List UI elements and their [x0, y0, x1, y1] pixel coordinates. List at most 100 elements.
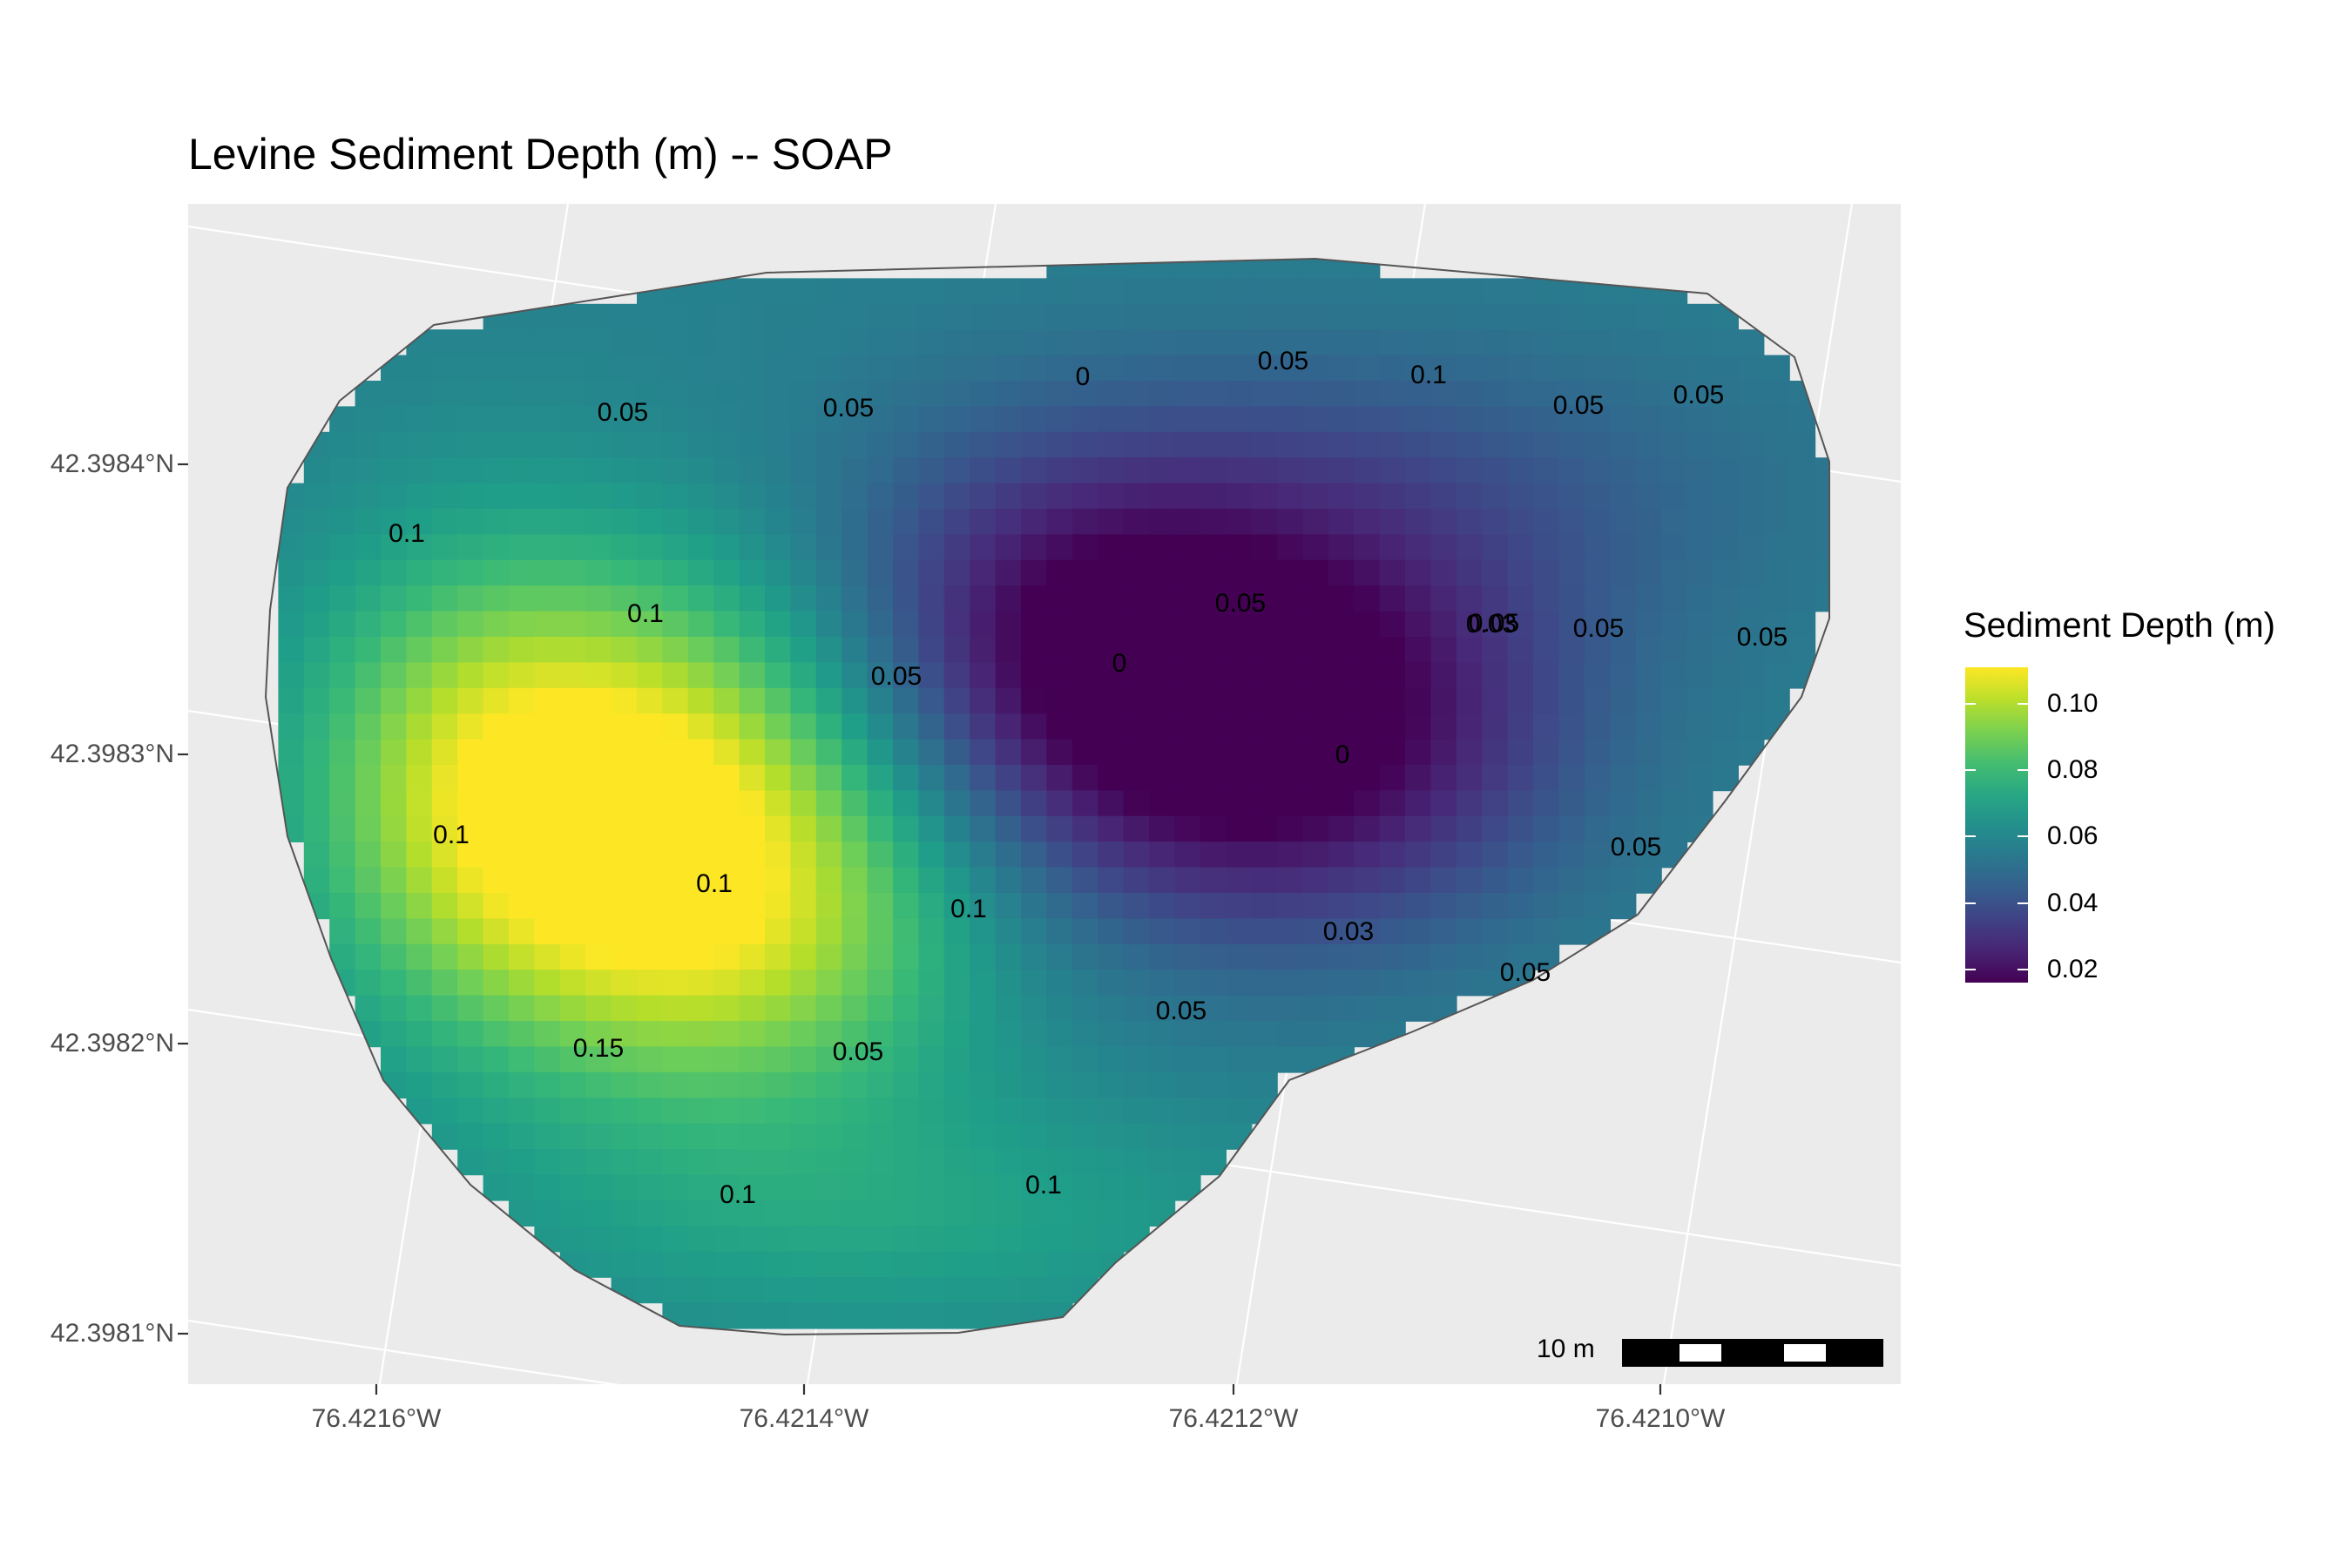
- raster-cell: [1661, 457, 1688, 484]
- raster-cell: [713, 611, 740, 638]
- raster-cell: [1507, 329, 1534, 356]
- raster-cell: [790, 1046, 817, 1073]
- legend-tick: [2017, 769, 2028, 772]
- raster-cell: [1558, 815, 1585, 842]
- raster-cell: [457, 943, 484, 970]
- raster-cell: [1789, 406, 1816, 433]
- raster-cell: [1635, 790, 1662, 817]
- raster-cell: [918, 278, 945, 305]
- raster-cell: [1174, 259, 1201, 280]
- raster-cell: [509, 1071, 536, 1098]
- raster-cell: [1610, 713, 1637, 740]
- raster-cell: [1610, 893, 1637, 920]
- raster-cell: [1328, 662, 1355, 689]
- raster-cell: [1021, 637, 1048, 664]
- raster-cell: [687, 970, 714, 997]
- raster-cell: [1507, 509, 1534, 536]
- raster-cell: [1815, 534, 1829, 561]
- raster-cell: [406, 662, 433, 689]
- raster-cell: [1174, 329, 1201, 356]
- raster-cell: [790, 585, 817, 612]
- raster-cell: [1251, 841, 1278, 868]
- raster-cell: [995, 893, 1022, 920]
- raster-cell: [1226, 329, 1253, 356]
- raster-cell: [1302, 765, 1329, 792]
- raster-cell: [483, 790, 510, 817]
- raster-cell: [1661, 431, 1688, 458]
- raster-cell: [1123, 943, 1150, 970]
- raster-cell: [457, 1098, 484, 1125]
- raster-cell: [1046, 1098, 1073, 1125]
- raster-cell: [1686, 559, 1713, 586]
- raster-cell: [585, 765, 612, 792]
- raster-cell: [1405, 970, 1432, 997]
- raster-cell: [1071, 1123, 1098, 1150]
- raster-cell: [893, 1071, 920, 1098]
- raster-cell: [662, 713, 689, 740]
- raster-cell: [970, 1021, 997, 1048]
- raster-cell: [483, 1123, 510, 1150]
- raster-cell: [1405, 303, 1432, 330]
- raster-cell: [1174, 662, 1201, 689]
- raster-cell: [1328, 406, 1355, 433]
- raster-cell: [1328, 381, 1355, 408]
- raster-cell: [1686, 687, 1713, 714]
- raster-cell: [1558, 559, 1585, 586]
- raster-cell: [1328, 329, 1355, 356]
- raster-cell: [765, 1174, 792, 1201]
- raster-cell: [815, 1046, 842, 1073]
- raster-cell: [1456, 662, 1483, 689]
- raster-cell: [1174, 1098, 1201, 1125]
- raster-cell: [1174, 1149, 1201, 1176]
- raster-cell: [662, 815, 689, 842]
- raster-cell: [1302, 1021, 1329, 1048]
- raster-cell: [637, 637, 664, 664]
- sample-depth-label: 0: [1112, 649, 1127, 678]
- raster-cell: [841, 431, 868, 458]
- raster-cell: [841, 918, 868, 945]
- raster-cell: [1815, 585, 1829, 612]
- raster-cell: [559, 739, 586, 766]
- raster-cell: [1430, 790, 1457, 817]
- raster-cell: [1046, 483, 1073, 510]
- raster-cell: [790, 406, 817, 433]
- raster-cell: [1507, 381, 1534, 408]
- raster-cell: [893, 1021, 920, 1048]
- raster-cell: [431, 662, 458, 689]
- raster-cell: [1610, 355, 1637, 382]
- raster-cell: [1123, 970, 1150, 997]
- raster-cell: [1226, 534, 1253, 561]
- raster-cell: [1738, 662, 1765, 689]
- raster-cell: [713, 713, 740, 740]
- raster-cell: [509, 943, 536, 970]
- raster-cell: [1174, 355, 1201, 382]
- raster-cell: [1071, 713, 1098, 740]
- raster-cell: [406, 1071, 433, 1098]
- raster-cell: [1482, 713, 1509, 740]
- raster-cell: [1533, 637, 1560, 664]
- raster-cell: [1482, 790, 1509, 817]
- raster-cell: [1021, 1123, 1048, 1150]
- raster-cell: [1302, 637, 1329, 664]
- raster-cell: [559, 995, 586, 1022]
- raster-cell: [1610, 867, 1637, 894]
- raster-cell: [1174, 1046, 1201, 1073]
- raster-cell: [790, 1071, 817, 1098]
- raster-cell: [765, 611, 792, 638]
- raster-cell: [1379, 483, 1406, 510]
- raster-cell: [611, 995, 638, 1022]
- raster-cell: [841, 841, 868, 868]
- raster-cell: [559, 483, 586, 510]
- raster-cell: [943, 637, 970, 664]
- raster-cell: [713, 943, 740, 970]
- raster-cell: [867, 815, 894, 842]
- raster-cell: [611, 1071, 638, 1098]
- raster-cell: [1686, 637, 1713, 664]
- raster-cell: [1021, 1098, 1048, 1125]
- raster-cell: [713, 457, 740, 484]
- raster-cell: [1226, 611, 1253, 638]
- raster-cell: [1071, 841, 1098, 868]
- raster-cell: [790, 867, 817, 894]
- raster-cell: [893, 1123, 920, 1150]
- raster-cell: [713, 765, 740, 792]
